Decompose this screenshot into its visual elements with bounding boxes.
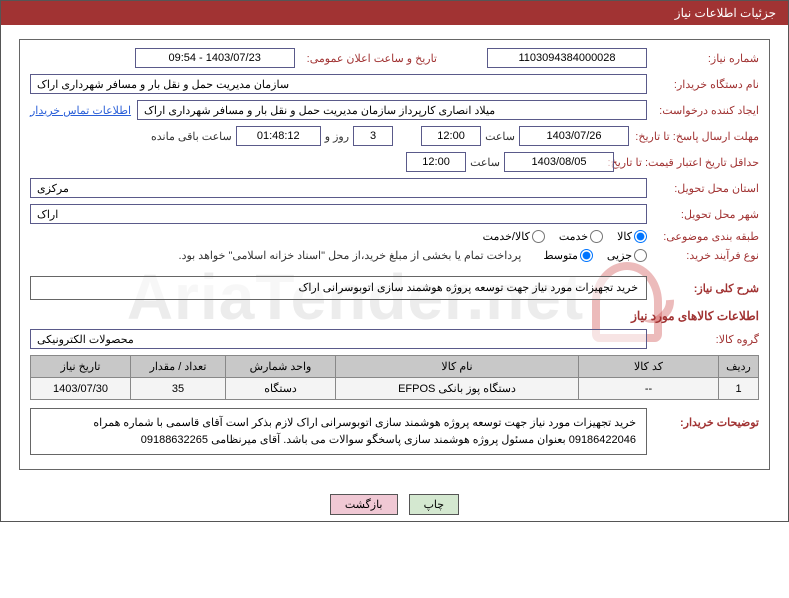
field-deadline-date: 1403/07/26 [519,126,629,146]
radio-service-label: خدمت [545,230,590,243]
field-announce-datetime: 1403/07/23 - 09:54 [135,48,295,68]
payment-note: پرداخت تمام یا بخشی از مبلغ خرید،از محل … [179,249,530,262]
cell-date: 1403/07/30 [31,378,131,400]
th-date: تاریخ نیاز [31,356,131,378]
table-row: 1 -- دستگاه پوز بانکی EFPOS دستگاه 35 14… [31,378,759,400]
field-remaining-days: 3 [353,126,393,146]
label-requester: ایجاد کننده درخواست: [647,104,759,117]
th-code: کد کالا [579,356,719,378]
label-province: استان محل تحویل: [647,182,759,195]
cell-name: دستگاه پوز بانکی EFPOS [336,378,579,400]
field-province: مرکزی [30,178,647,198]
field-city: اراک [30,204,647,224]
field-overview: خرید تجهیزات مورد نیاز جهت توسعه پروژه ه… [30,276,647,300]
radio-service[interactable] [590,230,603,243]
label-day-and: روز و [321,130,353,143]
link-buyer-contact[interactable]: اطلاعات تماس خریدار [30,104,137,117]
radio-goods-service-label: کالا/خدمت [469,230,532,243]
label-buyer-org: نام دستگاه خریدار: [647,78,759,91]
radio-goods-label: کالا [603,230,634,243]
label-process: نوع فرآیند خرید: [647,249,759,262]
field-buyer-notes: خرید تجهیزات مورد نیاز جهت توسعه پروژه ه… [30,408,647,455]
cell-code: -- [579,378,719,400]
field-requester: میلاد انصاری کارپرداز سازمان مدیریت حمل … [137,100,647,120]
label-announce-datetime: تاریخ و ساعت اعلان عمومی: [301,52,437,65]
radio-partial[interactable] [634,249,647,262]
label-request-no: شماره نیاز: [647,52,759,65]
classification-radios: کالا خدمت کالا/خدمت [469,230,647,243]
radio-medium[interactable] [580,249,593,262]
back-button[interactable]: بازگشت [330,494,398,515]
section-items-title: اطلاعات کالاهای مورد نیاز [30,308,759,323]
label-hour-2: ساعت [466,156,504,169]
items-table: ردیف کد کالا نام کالا واحد شمارش تعداد /… [30,355,759,400]
label-city: شهر محل تحویل: [647,208,759,221]
th-unit: واحد شمارش [226,356,336,378]
field-remaining-time: 01:48:12 [236,126,321,146]
radio-medium-label: متوسط [529,249,580,262]
field-request-no: 1103094384000028 [487,48,647,68]
th-qty: تعداد / مقدار [131,356,226,378]
label-deadline: مهلت ارسال پاسخ: تا تاریخ: [629,130,759,143]
label-buyer-notes: توضیحات خریدار: [647,408,759,429]
label-price-validity: حداقل تاریخ اعتبار قیمت: تا تاریخ: [614,156,759,169]
print-button[interactable]: چاپ [409,494,460,515]
field-price-validity-time: 12:00 [406,152,466,172]
field-product-group: محصولات الکترونیکی [30,329,647,349]
field-buyer-org: سازمان مدیریت حمل و نقل بار و مسافر شهرد… [30,74,647,94]
cell-unit: دستگاه [226,378,336,400]
field-price-validity-date: 1403/08/05 [504,152,614,172]
th-name: نام کالا [336,356,579,378]
label-remaining: ساعت باقی مانده [147,130,236,143]
details-content: شماره نیاز: 1103094384000028 تاریخ و ساع… [19,39,770,470]
label-product-group: گروه کالا: [647,333,759,346]
label-overview: شرح کلی نیاز: [647,282,759,295]
label-classification: طبقه بندی موضوعی: [647,230,759,243]
th-row: ردیف [719,356,759,378]
panel-title: جزئیات اطلاعات نیاز [1,1,788,25]
cell-row: 1 [719,378,759,400]
radio-goods-service[interactable] [532,230,545,243]
radio-goods[interactable] [634,230,647,243]
cell-qty: 35 [131,378,226,400]
main-panel: جزئیات اطلاعات نیاز شماره نیاز: 11030943… [0,0,789,522]
action-buttons: چاپ بازگشت [1,484,788,521]
label-hour-1: ساعت [481,130,519,143]
radio-partial-label: جزیی [593,249,634,262]
process-radios: جزیی متوسط [529,249,647,262]
field-deadline-time: 12:00 [421,126,481,146]
